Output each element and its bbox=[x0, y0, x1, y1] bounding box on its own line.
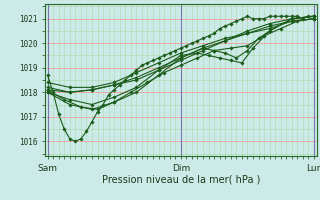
X-axis label: Pression niveau de la mer( hPa ): Pression niveau de la mer( hPa ) bbox=[102, 174, 260, 184]
